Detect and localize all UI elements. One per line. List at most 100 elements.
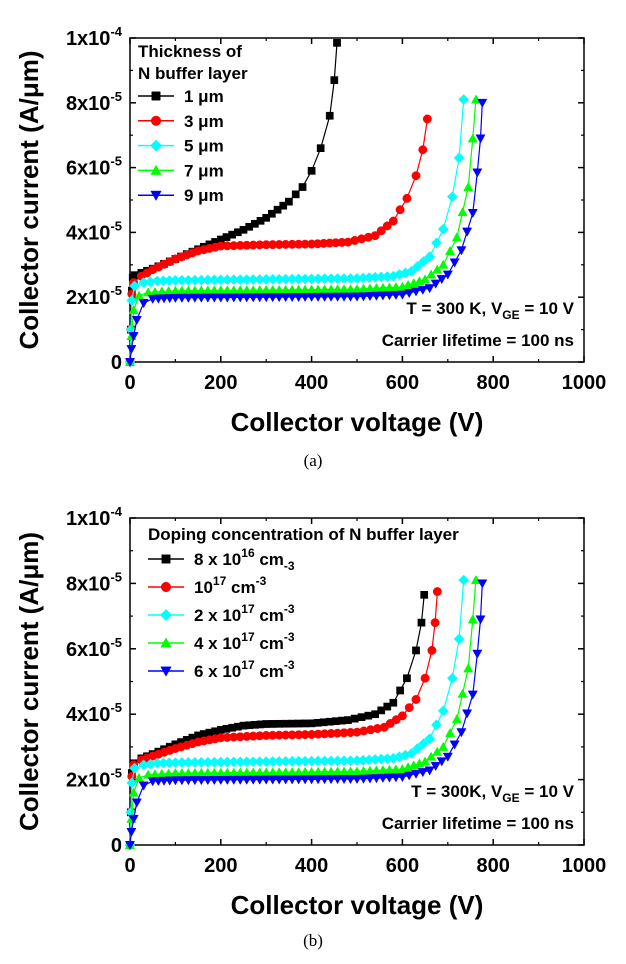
series-line [129, 583, 483, 846]
data-point [161, 554, 171, 564]
data-point [377, 291, 388, 301]
data-point [151, 91, 161, 101]
legend-label-part: 17 [241, 602, 255, 616]
legend-label-part: cm [255, 550, 284, 569]
series-line [129, 102, 483, 363]
data-point [436, 275, 447, 285]
y-tick-mantissa: 4x10 [66, 704, 111, 726]
data-point [291, 190, 300, 199]
data-point [395, 205, 405, 215]
legend-item: 4 x 1017 cm-3 [148, 630, 295, 653]
data-point [222, 775, 233, 785]
data-point [456, 728, 467, 738]
data-point [418, 738, 430, 750]
y-tick-mantissa: 4x10 [66, 222, 111, 244]
x-axis-label: Collector voltage (V) [231, 407, 484, 437]
data-point [215, 775, 226, 786]
data-point [402, 193, 412, 203]
data-point [430, 618, 440, 628]
data-point [333, 39, 341, 47]
legend-title: N buffer layer [138, 64, 248, 83]
series-1 [126, 590, 429, 849]
data-point [412, 260, 423, 272]
legend-item: 9 μm [138, 186, 224, 205]
data-point [325, 111, 334, 120]
data-point [432, 746, 443, 756]
data-point [298, 183, 307, 191]
data-point [358, 292, 369, 302]
data-point [427, 645, 437, 655]
data-point [351, 775, 363, 785]
legend-item: 7 μm [138, 161, 224, 180]
legend-item: 6 x 1017 cm-3 [148, 658, 295, 681]
data-point [124, 358, 136, 368]
data-point [364, 774, 375, 784]
y-tick-mantissa: 8x10 [66, 93, 111, 115]
data-point [384, 282, 395, 292]
y-tick-label: 6x10-5 [66, 154, 122, 180]
legend-label-part: -3 [284, 658, 295, 672]
data-point [235, 293, 246, 303]
data-point [432, 264, 443, 274]
data-point [388, 216, 398, 226]
y-tick-exponent: -5 [110, 700, 122, 715]
series-2 [125, 587, 442, 850]
annotation: T = 300K, VGE = 10 V [411, 782, 575, 805]
data-point [445, 727, 456, 737]
data-point [128, 814, 139, 824]
data-point [254, 293, 265, 303]
data-point [475, 615, 486, 625]
data-point [345, 775, 356, 785]
data-point [128, 787, 139, 797]
y-tick-label: 8x10-5 [66, 569, 122, 595]
data-point [453, 633, 465, 645]
data-point [412, 743, 423, 754]
legend-label-part: -3 [256, 574, 267, 588]
y-axis-label: Collector current (A/μm) [14, 50, 44, 349]
legend-label-part: 3 μm [184, 112, 224, 131]
legend-label: 8 x 1016 cm-3 [194, 546, 295, 573]
series-5 [124, 579, 488, 851]
series-line [129, 42, 338, 363]
y-tick-exponent: -5 [110, 154, 122, 169]
data-point [422, 114, 432, 124]
data-point [438, 741, 449, 751]
data-point [477, 579, 488, 589]
data-point [143, 769, 154, 779]
data-point [215, 293, 226, 303]
data-point [129, 280, 140, 292]
x-tick-label: 600 [386, 372, 419, 394]
panel-caption: (a) [304, 451, 323, 470]
data-point [410, 287, 422, 297]
legend-label-part: 2 x 10 [194, 606, 241, 625]
legend-item: 5 μm [138, 137, 224, 156]
data-point [417, 285, 428, 295]
data-point [268, 209, 276, 218]
legend-item: 1 μm [138, 87, 224, 106]
data-point [326, 775, 337, 785]
y-tick-label: 2x10-5 [66, 766, 122, 792]
data-point [301, 719, 309, 728]
legend-item: 1017 cm-3 [148, 574, 267, 597]
chart-panel-b: 0 200 400 600 800 100002x10-54x10-56x10-58x10… [14, 504, 606, 950]
data-point [344, 716, 352, 724]
x-tick-label: 800 [477, 372, 510, 394]
data-point [160, 637, 172, 648]
data-point [196, 293, 207, 303]
data-point [445, 245, 456, 255]
y-tick-label: 2x10-5 [66, 283, 122, 309]
data-point [330, 76, 339, 84]
data-point [196, 776, 207, 786]
data-point [294, 719, 303, 728]
data-point [384, 773, 395, 783]
data-point [313, 775, 324, 785]
data-point [463, 181, 474, 191]
data-point [442, 270, 453, 280]
x-tick-label: 1000 [562, 855, 607, 877]
data-point [160, 666, 172, 677]
legend-label: 2 x 1017 cm-3 [194, 602, 295, 625]
annotation: Carrier lifetime = 100 ns [382, 814, 574, 833]
data-point [222, 293, 233, 303]
x-tick-label: 200 [204, 855, 237, 877]
data-point [437, 705, 449, 717]
